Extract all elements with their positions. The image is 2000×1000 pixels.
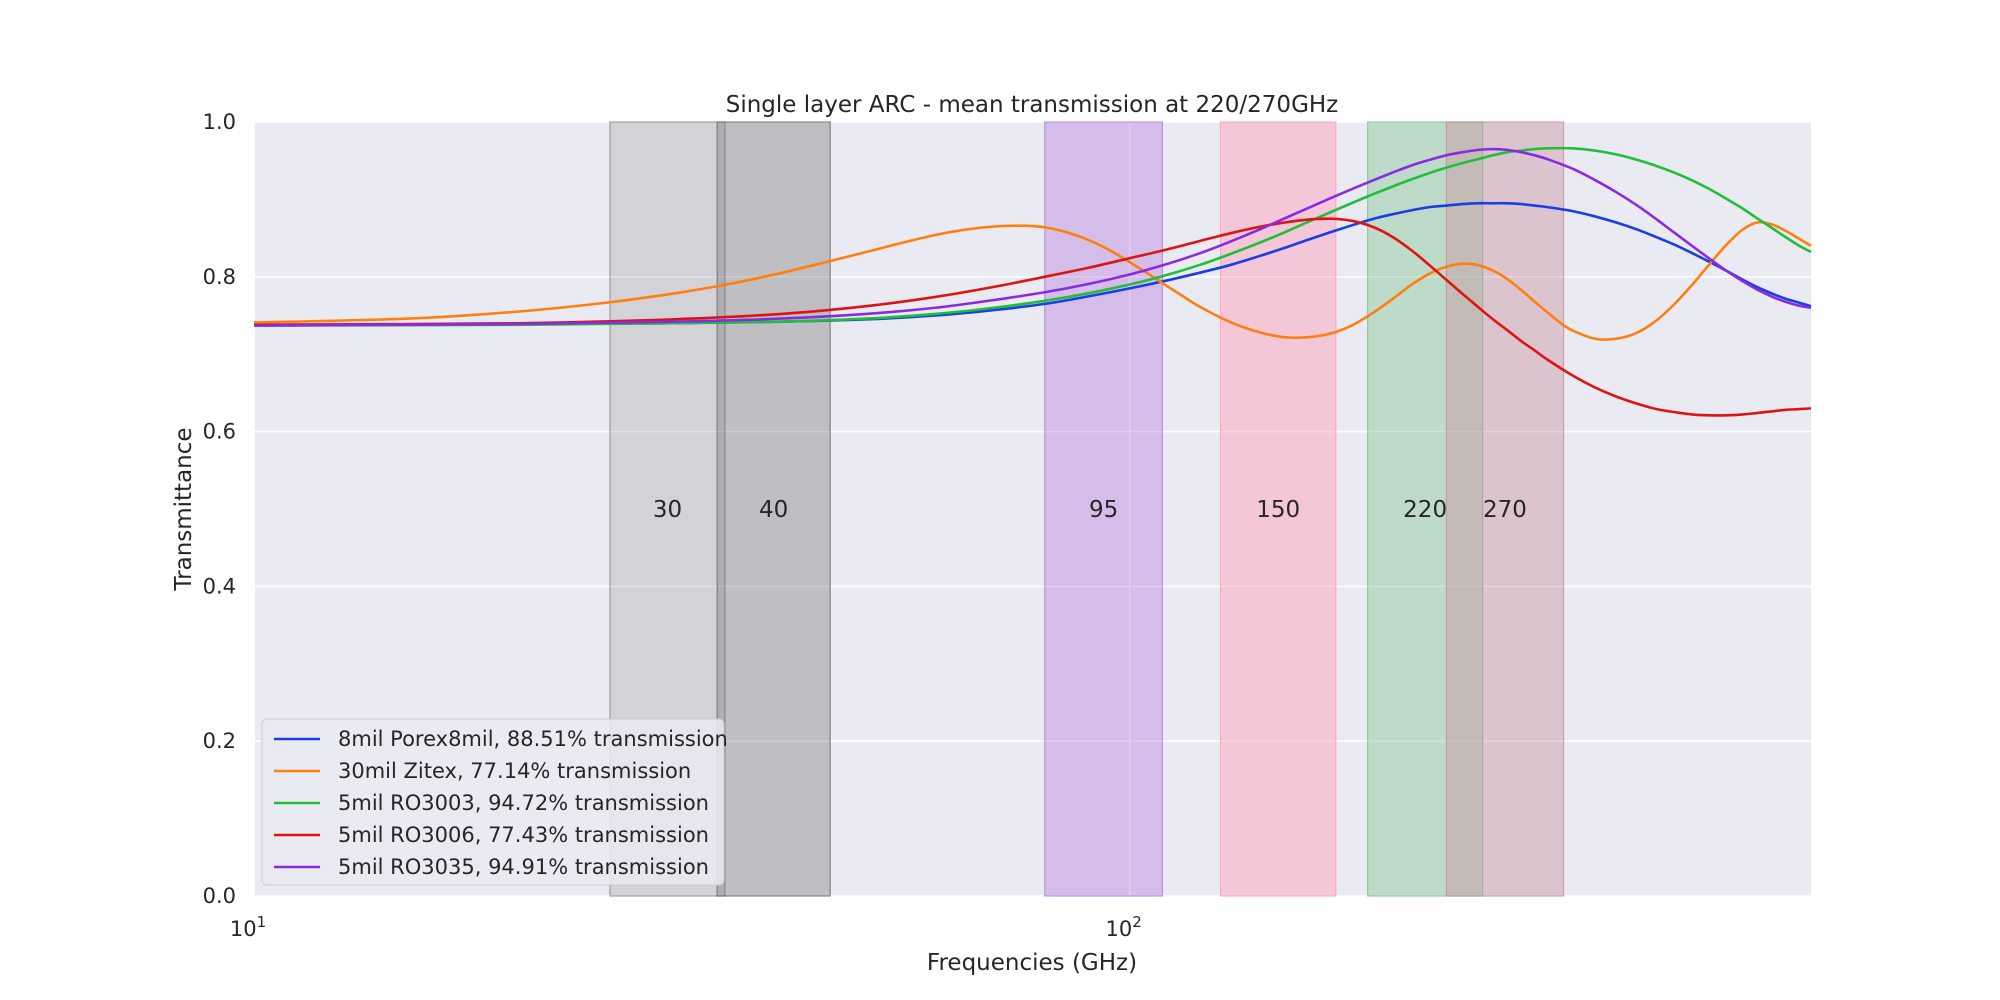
y-tick-labels: 0.0 0.2 0.4 0.6 0.8 1.0 <box>203 110 236 908</box>
legend-label-3: 5mil RO3006, 77.43% transmission <box>338 823 709 847</box>
x-axis-label: Frequencies (GHz) <box>927 950 1137 976</box>
y-tick-label: 0.6 <box>203 420 236 444</box>
series-line-0 <box>253 201 1812 327</box>
series-line-1 <box>253 220 1812 341</box>
chart-title: Single layer ARC - mean transmission at … <box>726 92 1339 118</box>
y-tick-label: 1.0 <box>203 110 236 134</box>
y-tick-label: 0.4 <box>203 574 236 598</box>
band-label-30: 30 <box>653 497 682 523</box>
band-labels: 30 40 95 150 220 270 <box>653 497 1527 523</box>
band-40 <box>716 121 831 897</box>
legend-label-1: 30mil Zitex, 77.14% transmission <box>338 759 691 783</box>
band-label-40: 40 <box>759 497 788 523</box>
band-label-95: 95 <box>1089 497 1118 523</box>
band-95 <box>1044 121 1164 897</box>
legend-label-2: 5mil RO3003, 94.72% transmission <box>338 791 709 815</box>
band-label-220: 220 <box>1403 497 1447 523</box>
series-line-3 <box>253 217 1812 417</box>
band-220 <box>1367 121 1484 897</box>
x-tick-labels: 101 102 <box>230 913 1142 941</box>
legend-box <box>261 718 725 886</box>
legend-label-4: 5mil RO3035, 94.91% transmission <box>338 855 709 879</box>
series-lines <box>253 146 1812 417</box>
legend-label-0: 8mil Porex8mil, 88.51% transmission <box>338 727 728 751</box>
y-tick-label: 0.2 <box>203 729 236 753</box>
legend: 8mil Porex8mil, 88.51% transmission 30mil… <box>261 718 728 886</box>
band-label-270: 270 <box>1483 497 1527 523</box>
band-label-150: 150 <box>1256 497 1300 523</box>
y-tick-label: 0.8 <box>203 265 236 289</box>
y-tick-label: 0.0 <box>203 884 236 908</box>
x-tick-label: 102 <box>1105 913 1141 941</box>
band-270 <box>1445 121 1565 897</box>
series-line-4 <box>253 147 1812 327</box>
x-tick-label: 101 <box>230 913 266 941</box>
series-line-2 <box>253 146 1812 327</box>
y-axis-label: Transmittance <box>171 427 197 591</box>
